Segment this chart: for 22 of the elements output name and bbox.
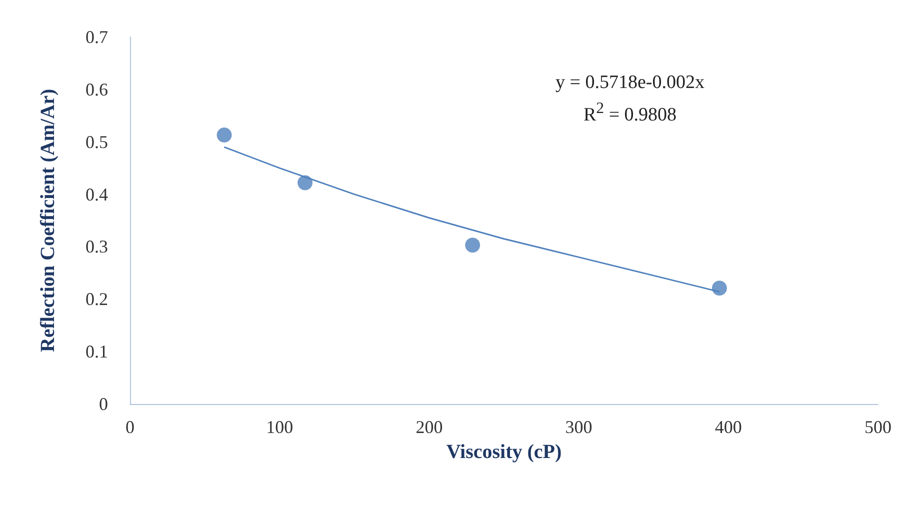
x-axis-title: Viscosity (cP) bbox=[446, 441, 562, 463]
y-tick-label: 0.1 bbox=[86, 342, 108, 362]
y-tick-label: 0.4 bbox=[86, 184, 108, 204]
x-tick-label: 0 bbox=[126, 417, 134, 437]
x-tick-label: 400 bbox=[714, 417, 742, 437]
y-tick-label: 0.6 bbox=[86, 79, 108, 100]
point bbox=[216, 128, 232, 143]
annotation: R$^{2}$ = 0.9808 bbox=[582, 99, 678, 128]
point bbox=[712, 280, 727, 296]
y-axis-title: Reflection Coefficient (Am/Ar) bbox=[37, 88, 59, 352]
annotation: y = 0.5718e-0.002x bbox=[554, 71, 706, 95]
x-tick-label: 100 bbox=[266, 417, 294, 437]
point bbox=[465, 238, 480, 253]
point bbox=[298, 175, 313, 190]
x-tick-label: 500 bbox=[864, 417, 892, 437]
x-tick-label: 300 bbox=[565, 417, 592, 437]
y-tick-label: 0 bbox=[99, 394, 108, 414]
y-tick-label: 0.5 bbox=[86, 132, 108, 152]
y-tick-label: 0.3 bbox=[86, 236, 108, 257]
x-tick-label: 200 bbox=[416, 417, 443, 437]
y-tick-label: 0.2 bbox=[86, 289, 108, 310]
y-tick-label: 0.7 bbox=[86, 27, 108, 47]
